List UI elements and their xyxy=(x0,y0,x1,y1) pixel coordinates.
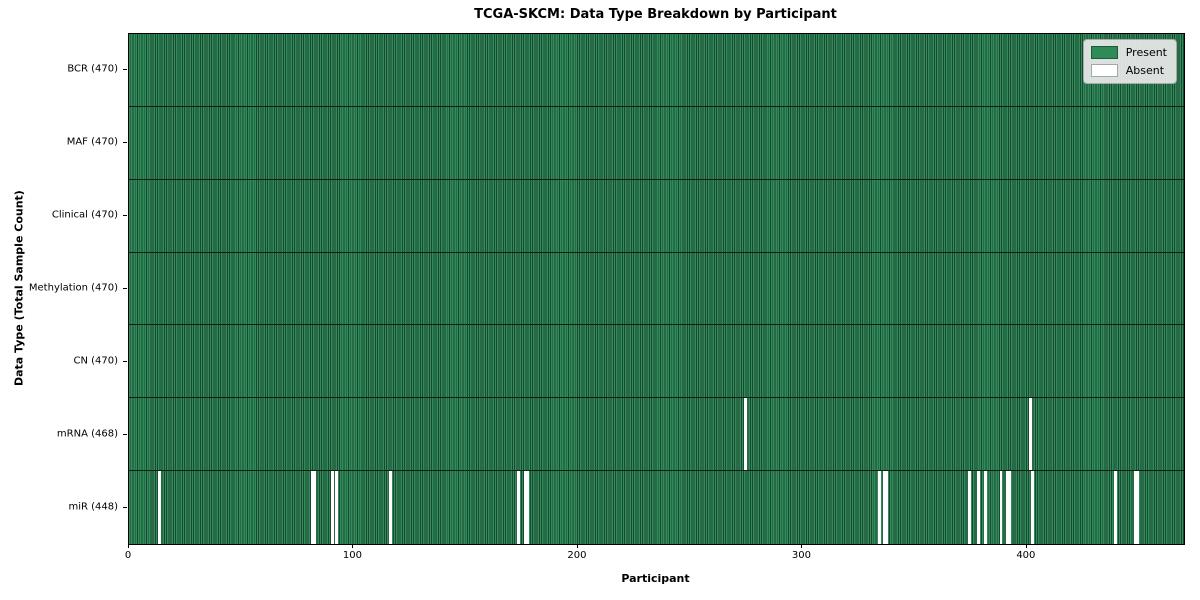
heatmap-row-clinical xyxy=(129,179,1184,253)
legend-swatch-present xyxy=(1090,46,1118,59)
y-tick-label-maf: MAF (470) xyxy=(66,136,118,148)
x-tick-mark-400 xyxy=(1025,544,1027,548)
x-tick-mark-0 xyxy=(128,544,129,548)
absent-mark-mir-177 xyxy=(526,471,529,544)
x-tick-label-200: 200 xyxy=(567,550,587,561)
absent-mark-mir-391 xyxy=(1006,471,1010,544)
x-tick-mark-200 xyxy=(576,544,578,548)
legend-label-absent: Absent xyxy=(1125,64,1165,77)
heatmap-row-bcr xyxy=(129,34,1184,107)
absent-mark-mir-116 xyxy=(389,471,392,544)
y-tick-label-clinical: Clinical (470) xyxy=(51,209,118,221)
heatmap-row-mrna xyxy=(129,398,1184,472)
x-tick-mark-300 xyxy=(801,544,803,548)
heatmap-row-methylation xyxy=(129,252,1184,326)
x-tick-label-400: 400 xyxy=(1016,550,1036,561)
y-tick-mark-mrna xyxy=(123,433,127,435)
x-tick-label-300: 300 xyxy=(791,550,811,561)
absent-mark-mir-81 xyxy=(310,471,314,544)
absent-mark-mrna-401 xyxy=(1028,398,1032,471)
legend-label-present: Present xyxy=(1125,46,1167,59)
legend: Present Absent xyxy=(1082,39,1177,84)
absent-mark-mir-374 xyxy=(968,471,972,544)
y-tick-label-methylation: Methylation (470) xyxy=(28,282,118,294)
y-tick-mark-cn xyxy=(123,360,127,362)
absent-mark-mrna-274 xyxy=(743,398,747,471)
absent-mark-mir-448 xyxy=(1134,471,1138,544)
y-tick-mark-maf xyxy=(123,142,127,144)
plot-area: Present Absent xyxy=(128,33,1185,545)
absent-mark-mir-449 xyxy=(1136,471,1140,544)
y-tick-mark-bcr xyxy=(123,69,127,71)
y-tick-mark-clinical xyxy=(123,215,127,217)
legend-item-absent: Absent xyxy=(1090,64,1167,77)
absent-mark-mir-439 xyxy=(1114,471,1117,544)
legend-item-present: Present xyxy=(1090,46,1167,59)
absent-mark-mir-392 xyxy=(1008,471,1012,544)
heatmap-row-cn xyxy=(129,325,1184,399)
x-tick-mark-100 xyxy=(352,544,354,548)
absent-mark-mir-173 xyxy=(517,471,520,544)
absent-mark-mir-337 xyxy=(885,471,888,544)
y-tick-mark-mir xyxy=(123,506,127,508)
y-tick-mark-methylation xyxy=(123,288,127,289)
y-tick-label-mir: miR (448) xyxy=(68,501,118,513)
absent-mark-mir-336 xyxy=(882,471,886,544)
absent-mark-mir-82 xyxy=(312,471,316,544)
y-tick-label-mrna: mRNA (468) xyxy=(56,428,118,440)
y-axis: BCR (470) MAF (470) Clinical (470) Methylat… xyxy=(0,33,128,543)
y-tick-label-bcr: BCR (470) xyxy=(67,63,118,75)
absent-mark-mir-334 xyxy=(878,471,882,544)
absent-mark-mir-13 xyxy=(157,471,161,544)
chart-title: TCGA-SKCM: Data Type Breakdown by Partic… xyxy=(474,7,837,22)
heatmap-row-mir xyxy=(129,471,1184,544)
absent-mark-mir-92 xyxy=(335,471,339,544)
absent-mark-mir-402 xyxy=(1031,471,1034,544)
absent-mark-mir-388 xyxy=(999,471,1003,544)
absent-mark-mir-176 xyxy=(523,471,527,544)
absent-mark-mir-381 xyxy=(983,471,987,544)
x-axis: 0 100 200 300 400 xyxy=(124,544,1183,568)
x-tick-label-100: 100 xyxy=(342,550,362,561)
y-tick-label-cn: CN (470) xyxy=(73,355,118,367)
absent-mark-mir-90 xyxy=(330,471,334,544)
heatmap-row-maf xyxy=(129,106,1184,180)
x-axis-label: Participant xyxy=(621,572,690,585)
legend-swatch-absent xyxy=(1090,64,1118,77)
x-tick-label-0: 0 xyxy=(124,550,132,561)
absent-mark-mir-378 xyxy=(977,471,980,544)
